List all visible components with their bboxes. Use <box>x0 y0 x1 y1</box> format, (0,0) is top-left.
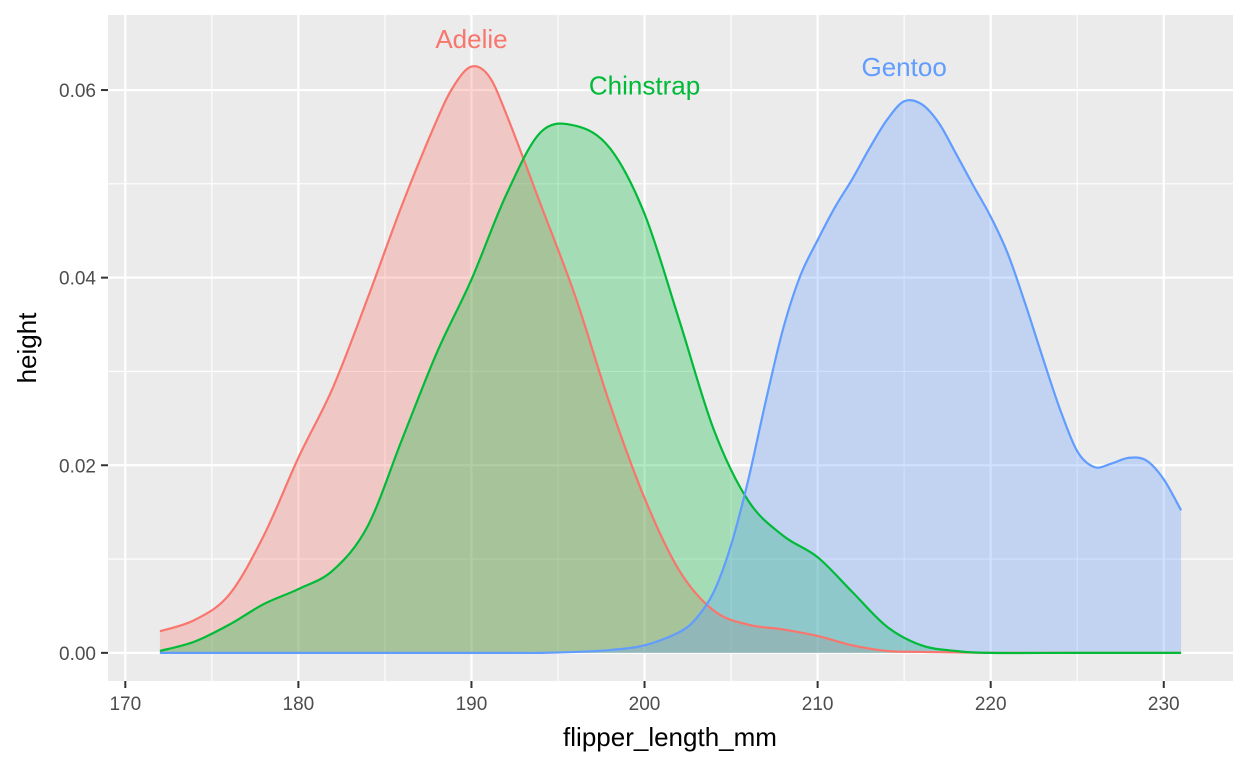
minor-gridlines <box>108 15 1233 681</box>
adelie-series-label: Adelie <box>435 24 507 54</box>
x-tick-label: 190 <box>456 694 488 715</box>
density-areas <box>159 66 1182 653</box>
density-lines <box>159 65 1183 655</box>
x-tick-label: 230 <box>1148 694 1180 715</box>
gentoo-density-line <box>159 98 1183 655</box>
x-tick-label: 220 <box>975 694 1007 715</box>
gentoo-density-area <box>159 100 1182 653</box>
x-tick-label: 170 <box>109 694 141 715</box>
chinstrap-density-line <box>159 122 1182 655</box>
adelie-density-area <box>159 66 1182 653</box>
chinstrap-density-area <box>159 123 1182 653</box>
x-axis-title: flipper_length_mm <box>563 722 777 752</box>
y-axis-title: height <box>12 312 42 384</box>
y-axis: 0.00 0.02 0.04 0.06 <box>59 81 108 665</box>
y-tick-label: 0.02 <box>59 456 96 477</box>
adelie-density-line <box>159 65 1182 655</box>
panel-background <box>108 15 1233 681</box>
chinstrap-series-label: Chinstrap <box>589 71 700 101</box>
y-tick-label: 0.00 <box>59 644 96 665</box>
y-tick-label: 0.06 <box>59 81 96 102</box>
x-tick-label: 210 <box>802 694 834 715</box>
x-tick-label: 180 <box>283 694 315 715</box>
x-tick-label: 200 <box>629 694 661 715</box>
gentoo-series-label: Gentoo <box>862 52 947 82</box>
x-axis: 170 180 190 200 210 220 230 <box>109 681 1180 715</box>
series-labels: Adelie Chinstrap Gentoo <box>435 24 946 101</box>
y-tick-label: 0.04 <box>59 269 96 290</box>
